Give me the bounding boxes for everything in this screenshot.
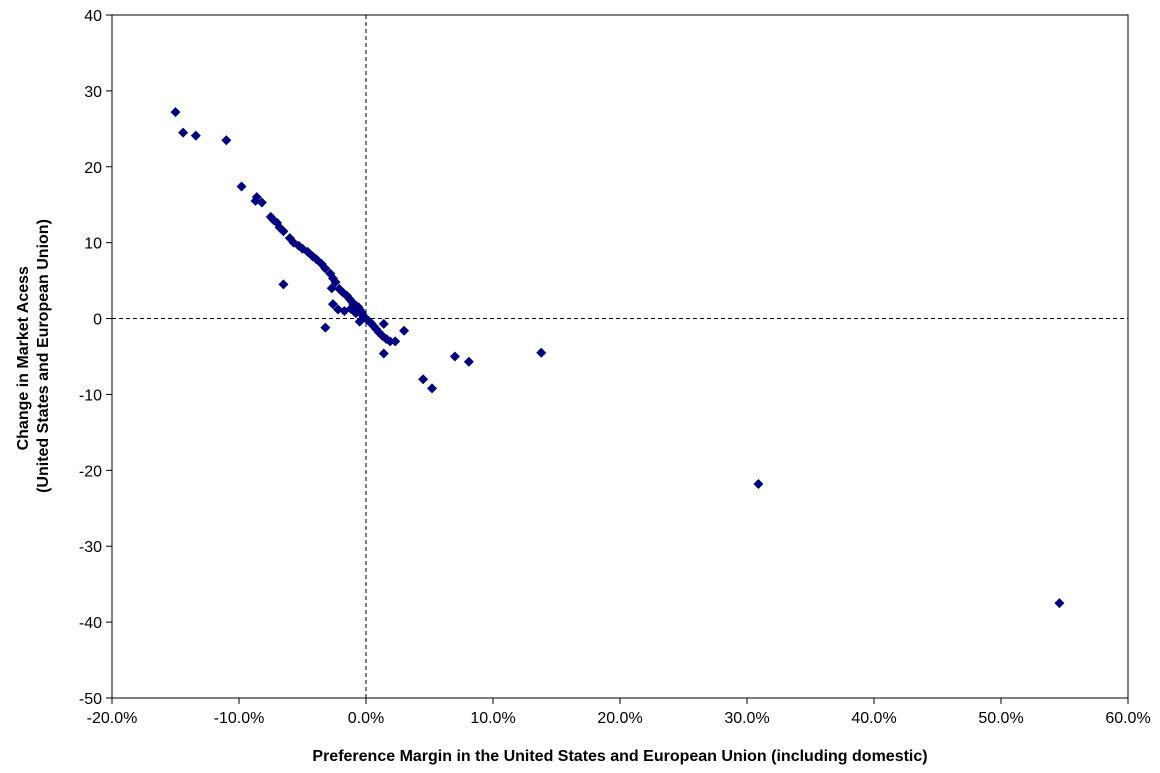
y-tick-label: 40	[84, 8, 102, 25]
data-point	[418, 374, 429, 385]
data-point	[170, 107, 181, 118]
y-tick-label: 10	[84, 236, 102, 253]
x-tick-label: 60.0%	[1105, 710, 1150, 727]
x-tick-label: 10.0%	[470, 710, 515, 727]
data-point	[536, 347, 547, 358]
data-point	[449, 351, 460, 362]
y-tick-label: -10	[79, 387, 102, 404]
y-tick-label: 0	[93, 312, 102, 329]
x-tick-label: 40.0%	[851, 710, 896, 727]
data-point	[250, 195, 261, 206]
data-point	[350, 308, 361, 319]
data-point	[399, 325, 410, 336]
data-point	[302, 246, 313, 257]
x-tick-label: -20.0%	[87, 710, 138, 727]
data-point	[463, 356, 474, 367]
data-point	[221, 135, 232, 146]
y-tick-label: -20	[79, 463, 102, 480]
data-point	[378, 348, 389, 359]
y-axis-title: Change in Market Acess (United States an…	[15, 219, 52, 493]
data-point	[236, 181, 247, 192]
data-point	[278, 279, 289, 290]
data-point	[385, 336, 396, 347]
data-point	[378, 318, 389, 329]
x-tick-label: 0.0%	[348, 710, 384, 727]
x-tick-label: 20.0%	[597, 710, 642, 727]
data-point	[354, 316, 365, 327]
data-point	[278, 226, 289, 237]
plot-area	[111, 14, 1129, 699]
y-tick-label: 30	[84, 84, 102, 101]
data-point	[256, 197, 267, 208]
y-tick-label: -40	[79, 615, 102, 632]
y-tick-label: -50	[79, 691, 102, 708]
data-point	[390, 336, 401, 347]
data-point	[178, 127, 189, 138]
data-point	[190, 130, 201, 141]
data-point	[326, 283, 337, 294]
data-point	[1054, 598, 1065, 609]
data-point	[753, 478, 764, 489]
x-axis-title: Preference Margin in the United States a…	[312, 748, 927, 765]
data-point	[327, 299, 338, 310]
data-point	[320, 322, 331, 333]
x-tick-label: -10.0%	[214, 710, 265, 727]
y-axis-title-line-2: (United States and European Union)	[35, 219, 52, 493]
x-tick-label: 50.0%	[978, 710, 1023, 727]
y-tick-label: 20	[84, 160, 102, 177]
x-tick-label: 30.0%	[724, 710, 769, 727]
data-point	[427, 383, 438, 394]
data-point	[320, 263, 331, 274]
y-axis-title-line-1: Change in Market Acess	[15, 266, 32, 450]
y-tick-label: -30	[79, 539, 102, 556]
